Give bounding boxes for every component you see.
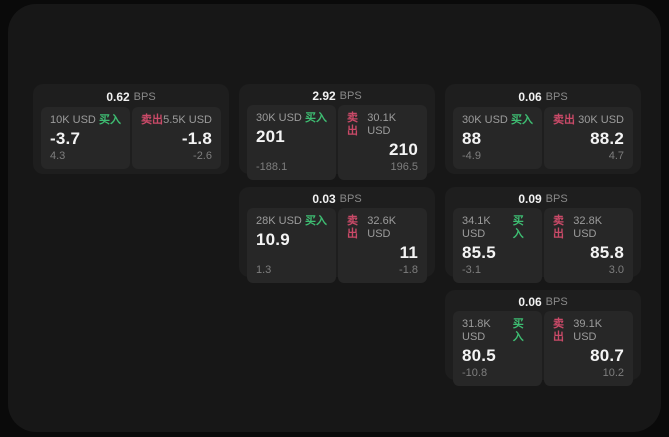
sell-amount: 30.1K USD: [367, 112, 397, 137]
buy-side-label: 买入: [512, 318, 524, 343]
sell-amount: 39.1K USD: [573, 318, 603, 343]
sell-side-label: 卖出: [553, 215, 564, 240]
sell-price: 11: [399, 243, 418, 262]
buy-panel[interactable]: 30K USD 买入 88 -4.9: [453, 107, 542, 169]
sell-delta: 4.7: [608, 150, 624, 162]
buy-delta: -3.1: [462, 264, 481, 276]
bps-unit-label: BPS: [339, 193, 362, 205]
sell-delta: 10.2: [602, 367, 624, 379]
sell-price: 80.7: [590, 346, 624, 365]
buy-side-label: 买入: [305, 215, 327, 227]
buy-side-label: 买入: [99, 114, 121, 126]
buy-side-label: 买入: [511, 114, 533, 126]
bps-header: 0.62 BPS: [41, 89, 221, 105]
sell-panel[interactable]: 卖出 32.8K USD 85.8 3.0: [544, 208, 633, 283]
sell-delta: -1.8: [399, 264, 418, 276]
buy-amount: 30K USD: [462, 114, 508, 126]
sell-side-label: 卖出: [141, 114, 163, 126]
buy-delta: 4.3: [50, 150, 66, 162]
bps-unit-label: BPS: [545, 193, 568, 205]
buy-side-label: 买入: [512, 215, 524, 240]
sell-panel[interactable]: 卖出 30K USD 88.2 4.7: [544, 107, 633, 169]
bps-value: 0.06: [518, 295, 542, 309]
buy-price: 10.9: [256, 230, 290, 249]
buy-delta: 1.3: [256, 264, 272, 276]
sell-side-label: 卖出: [347, 112, 358, 137]
sell-panel[interactable]: 卖出 32.6K USD 11 -1.8: [338, 208, 427, 283]
buy-panel[interactable]: 28K USD 买入 10.9 1.3: [247, 208, 336, 283]
buy-panel[interactable]: 30K USD 买入 201 -188.1: [247, 105, 336, 180]
bps-value: 2.92: [312, 89, 336, 103]
sell-amount: 32.6K USD: [367, 215, 397, 240]
sell-delta: -2.6: [193, 150, 212, 162]
quote-card-4: 0.03 BPS 28K USD 买入 10.9 1.3 卖出 32.6K US…: [239, 187, 435, 283]
bps-unit-label: BPS: [545, 296, 568, 308]
quote-card-grid: 0.62 BPS 10K USD 买入 -3.7 4.3 卖出 5.5K USD: [33, 84, 641, 386]
sell-side-label: 卖出: [347, 215, 358, 240]
sell-price: -1.8: [181, 129, 212, 148]
sell-delta: 196.5: [390, 161, 418, 173]
bps-header: 2.92 BPS: [247, 89, 427, 103]
app-window: 0.62 BPS 10K USD 买入 -3.7 4.3 卖出 5.5K USD: [8, 4, 661, 432]
buy-price: 201: [256, 127, 285, 146]
quote-card-5: 0.09 BPS 34.1K USD 买入 85.5 -3.1 卖出 32.8K…: [445, 187, 641, 283]
bps-unit-label: BPS: [339, 90, 362, 102]
sell-price: 85.8: [590, 243, 624, 262]
sell-amount: 30K USD: [578, 114, 624, 126]
buy-amount: 30K USD: [256, 112, 302, 124]
buy-delta: -188.1: [256, 161, 288, 173]
bps-value: 0.09: [518, 192, 542, 206]
sell-panel[interactable]: 卖出 30.1K USD 210 196.5: [338, 105, 427, 180]
buy-price: 85.5: [462, 243, 496, 262]
buy-panel[interactable]: 34.1K USD 买入 85.5 -3.1: [453, 208, 542, 283]
sell-amount: 5.5K USD: [163, 114, 212, 126]
bps-header: 0.09 BPS: [453, 192, 633, 206]
bps-header: 0.06 BPS: [453, 295, 633, 309]
buy-price: -3.7: [50, 129, 81, 148]
quote-card-3: 0.06 BPS 30K USD 买入 88 -4.9 卖出 30K USD: [445, 84, 641, 174]
buy-panel[interactable]: 31.8K USD 买入 80.5 -10.8: [453, 311, 542, 386]
buy-amount: 31.8K USD: [462, 318, 491, 343]
quote-card-1: 0.62 BPS 10K USD 买入 -3.7 4.3 卖出 5.5K USD: [33, 84, 229, 174]
buy-price: 88: [462, 129, 482, 148]
sell-delta: 3.0: [608, 264, 624, 276]
bps-header: 0.06 BPS: [453, 89, 633, 105]
buy-panel[interactable]: 10K USD 买入 -3.7 4.3: [41, 107, 130, 169]
sell-panel[interactable]: 卖出 39.1K USD 80.7 10.2: [544, 311, 633, 386]
sell-price: 88.2: [590, 129, 624, 148]
buy-amount: 10K USD: [50, 114, 96, 126]
buy-price: 80.5: [462, 346, 496, 365]
buy-amount: 28K USD: [256, 215, 302, 227]
sell-panel[interactable]: 卖出 5.5K USD -1.8 -2.6: [132, 107, 221, 169]
sell-side-label: 卖出: [553, 318, 564, 343]
buy-delta: -4.9: [462, 150, 481, 162]
sell-side-label: 卖出: [553, 114, 575, 126]
buy-delta: -10.8: [462, 367, 488, 379]
quote-card-6: 0.06 BPS 31.8K USD 买入 80.5 -10.8 卖出 39.1…: [445, 290, 641, 386]
sell-amount: 32.8K USD: [573, 215, 603, 240]
bps-unit-label: BPS: [133, 91, 156, 103]
quote-card-2: 2.92 BPS 30K USD 买入 201 -188.1 卖出 30.1K …: [239, 84, 435, 180]
buy-amount: 34.1K USD: [462, 215, 491, 240]
sell-price: 210: [389, 140, 418, 159]
bps-unit-label: BPS: [545, 91, 568, 103]
bps-value: 0.06: [518, 90, 542, 104]
bps-value: 0.03: [312, 192, 336, 206]
bps-header: 0.03 BPS: [247, 192, 427, 206]
bps-value: 0.62: [106, 90, 130, 104]
buy-side-label: 买入: [305, 112, 327, 124]
